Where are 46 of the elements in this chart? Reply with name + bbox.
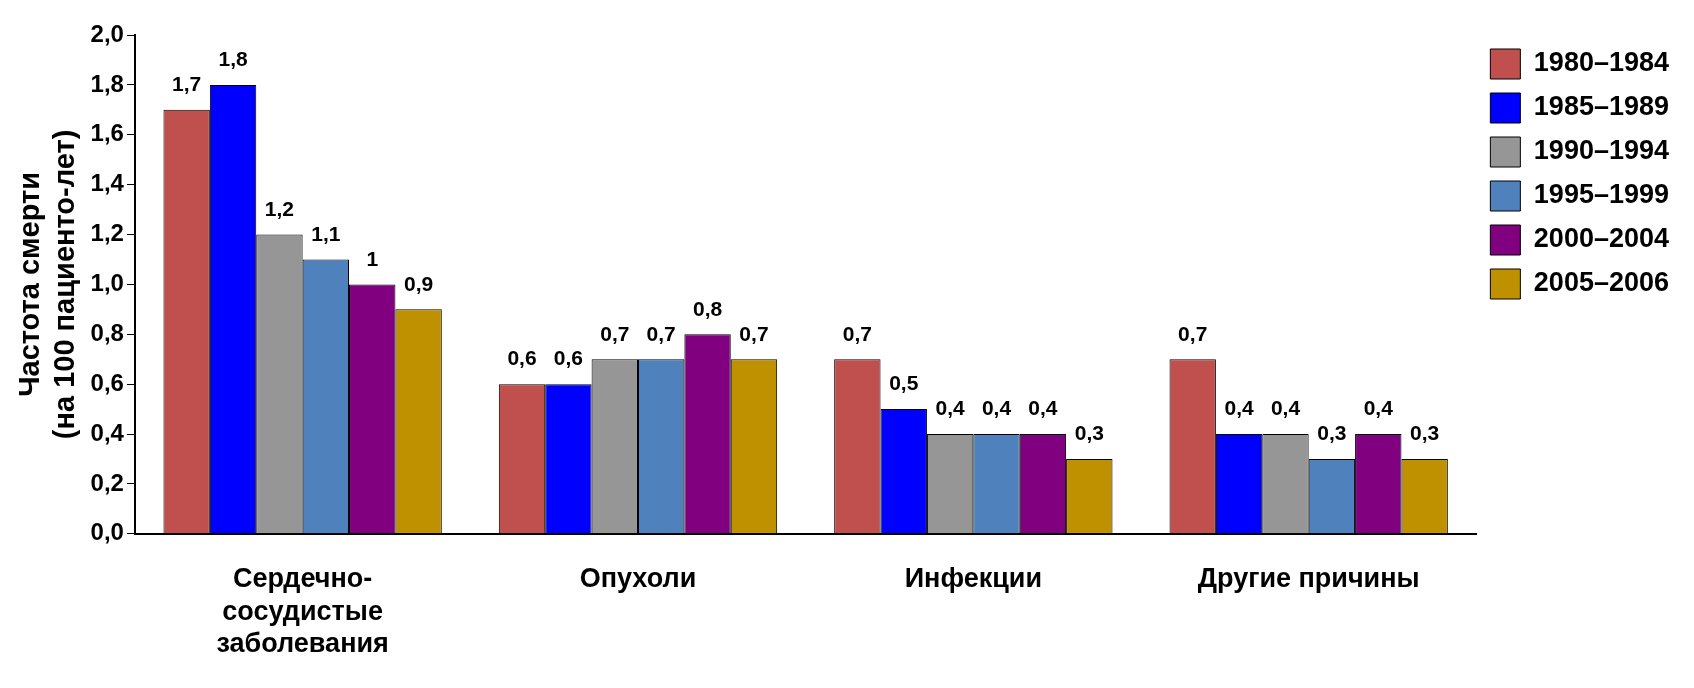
data-label: 0,7 [842, 321, 872, 345]
data-label: 1,2 [264, 196, 295, 220]
data-label: 1,1 [311, 221, 341, 245]
legend-label: 1980–1984 [1533, 47, 1670, 78]
data-label: 0,9 [404, 271, 434, 295]
y-tick-label: 2,0 [90, 19, 124, 47]
data-label: 0,5 [889, 371, 919, 395]
data-label: 0,4 [1224, 396, 1255, 420]
data-label: 0,4 [981, 396, 1012, 420]
y-tick-label: 0,0 [90, 518, 124, 546]
x-tick-label: Сердечно- сосудистые заболевания [216, 563, 389, 659]
data-label: 0,4 [1363, 396, 1394, 420]
y-axis-title: Частота смерти (на 100 пациенто-лет) [13, 129, 81, 440]
data-label: 0,6 [507, 346, 537, 370]
data-label: 0,7 [600, 321, 630, 345]
y-tick-label: 1,2 [90, 219, 124, 247]
legend-label: 2000–2004 [1533, 223, 1670, 254]
legend-label: 1990–1994 [1533, 135, 1670, 166]
y-tick-label: 1,8 [90, 69, 124, 97]
y-tick-label: 0,4 [90, 418, 125, 446]
y-tick-label: 0,6 [90, 368, 124, 396]
data-label: 0,7 [646, 321, 676, 345]
data-label: 0,7 [739, 321, 769, 345]
data-label: 0,6 [553, 346, 583, 370]
data-label: 1,8 [218, 47, 248, 71]
data-label: 1,7 [172, 72, 202, 96]
data-label: 0,4 [935, 396, 966, 420]
legend-label: 2005–2006 [1533, 267, 1670, 298]
y-tick-label: 0,8 [90, 318, 124, 346]
x-tick-label: Другие причины [1197, 563, 1420, 594]
data-label: 1 [366, 246, 379, 270]
y-tick-label: 0,2 [90, 468, 124, 496]
data-label: 0,7 [1178, 321, 1208, 345]
data-label: 0,4 [1028, 396, 1058, 420]
x-tick-label: Инфекции [904, 563, 1042, 594]
data-label: 0,3 [1410, 421, 1440, 445]
data-label: 0,3 [1317, 421, 1347, 445]
legend-label: 1985–1989 [1533, 91, 1670, 122]
data-label: 0,4 [1270, 396, 1301, 420]
y-tick-label: 1,4 [90, 169, 125, 197]
data-label: 0,3 [1074, 421, 1104, 445]
y-tick-label: 1,0 [90, 269, 124, 297]
data-label: 0,8 [692, 296, 723, 320]
x-tick-label: Опухоли [579, 563, 697, 594]
legend-label: 1995–1999 [1533, 179, 1670, 210]
y-tick-label: 1,6 [90, 119, 124, 147]
